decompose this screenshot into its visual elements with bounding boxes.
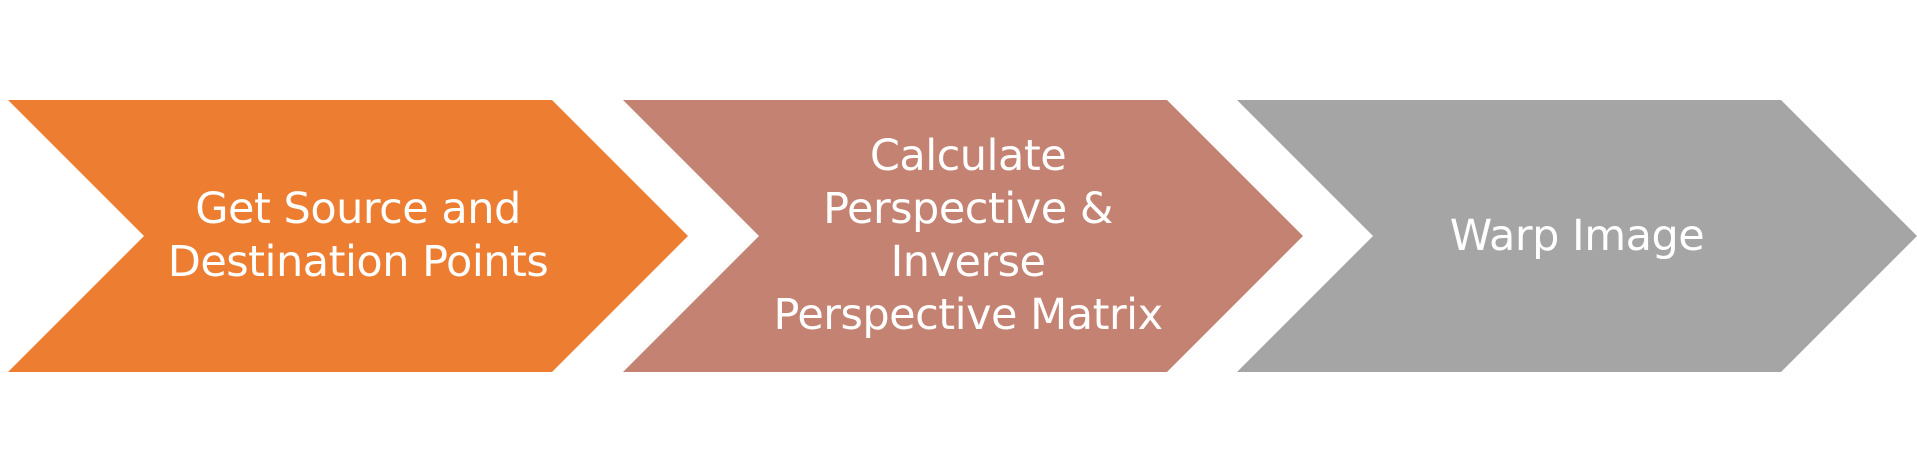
step-label-text: Calculate Perspective & Inverse Perspect… [773,131,1163,340]
step-calculate-matrix: Calculate Perspective & Inverse Perspect… [623,100,1303,372]
step-warp-image: Warp Image [1237,100,1917,372]
step-label: Warp Image [1377,100,1777,372]
chevron-arrow-shape [1237,100,1917,372]
chevron-shape [623,100,1303,372]
chevron-arrow-shape [8,100,688,372]
chevron-arrow-shape [623,100,1303,372]
step-get-points: Get Source and Destination Points [8,100,688,372]
step-label-text: Get Source and Destination Points [167,184,549,287]
step-label-text: Warp Image [1449,210,1705,261]
chevron-shape [8,100,688,372]
chevron-shape [1237,100,1917,372]
step-label: Get Source and Destination Points [143,100,573,372]
step-label: Calculate Perspective & Inverse Perspect… [753,100,1183,372]
